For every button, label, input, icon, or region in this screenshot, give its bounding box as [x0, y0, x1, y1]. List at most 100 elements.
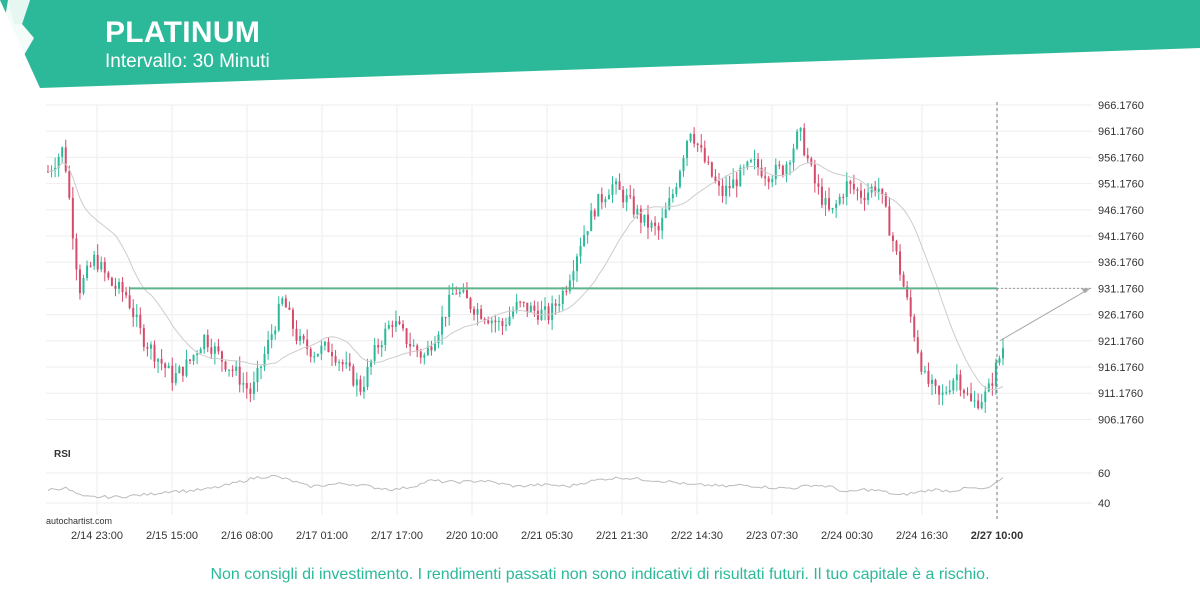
- candle-body: [632, 196, 635, 215]
- candle-body: [522, 302, 525, 304]
- candle-body: [597, 194, 600, 217]
- candle-body: [497, 321, 500, 323]
- candle-body: [998, 358, 1001, 363]
- candle-body: [561, 290, 564, 304]
- candle-body: [824, 198, 827, 205]
- candle-body: [813, 164, 816, 184]
- candle-body: [78, 269, 81, 294]
- price-tick-label: 936.1760: [1098, 257, 1144, 269]
- candle-body: [47, 171, 49, 173]
- candle-body: [118, 282, 121, 289]
- candle-body: [82, 278, 85, 294]
- candle-body: [671, 194, 674, 199]
- candle-body: [181, 366, 184, 376]
- candle-body: [600, 194, 603, 203]
- price-tick-label: 946.1760: [1098, 205, 1144, 217]
- rsi-label: RSI: [54, 449, 71, 460]
- candle-body: [405, 328, 408, 344]
- candle-body: [845, 181, 848, 197]
- candle-body: [302, 335, 305, 340]
- candle-body: [373, 344, 376, 361]
- candle-body: [657, 225, 660, 231]
- candle-body: [547, 306, 550, 320]
- time-tick-label: 2/24 00:30: [821, 530, 873, 542]
- candle-body: [803, 128, 806, 156]
- candle-body: [973, 400, 976, 402]
- candle-body: [966, 393, 969, 395]
- candle-body: [224, 361, 227, 370]
- candle-body: [412, 345, 415, 347]
- candle-body: [480, 309, 483, 319]
- candle-body: [984, 391, 987, 402]
- candle-body: [416, 345, 419, 352]
- candle-body: [228, 369, 231, 371]
- candle-body: [607, 194, 610, 200]
- chart-grid: [46, 104, 1092, 515]
- candle-body: [309, 348, 312, 357]
- candle-body: [764, 176, 767, 179]
- candle-body: [991, 383, 994, 386]
- candle-body: [831, 208, 834, 210]
- candle-body: [987, 383, 990, 392]
- candle-body: [139, 314, 142, 328]
- time-tick-label: 2/14 23:00: [71, 530, 123, 542]
- candle-body: [678, 171, 681, 188]
- candle-body: [75, 238, 78, 270]
- candle-body: [519, 301, 522, 303]
- candle-body: [508, 316, 511, 325]
- candle-body: [490, 320, 493, 324]
- candle-body: [536, 310, 539, 320]
- candle-body: [938, 385, 941, 395]
- candle-body: [618, 181, 621, 190]
- rsi-tick-label: 40: [1098, 498, 1110, 510]
- candle-body: [199, 349, 202, 354]
- candle-body: [320, 345, 323, 354]
- candle-body: [771, 179, 774, 183]
- candle-body: [955, 374, 958, 381]
- candle-body: [455, 293, 458, 295]
- candle-body: [664, 209, 667, 218]
- candle-body: [913, 316, 916, 338]
- candle-body: [572, 271, 575, 281]
- candle-body: [213, 346, 216, 354]
- candlesticks: [47, 123, 1004, 413]
- candle-body: [260, 366, 263, 369]
- candle-body: [110, 277, 113, 286]
- candle-body: [920, 352, 923, 372]
- candle-body: [362, 386, 365, 392]
- candle-body: [515, 301, 518, 312]
- candle-body: [430, 346, 433, 351]
- candle-body: [710, 162, 713, 177]
- candle-body: [402, 324, 405, 329]
- candle-body: [501, 321, 504, 327]
- candle-body: [945, 392, 948, 394]
- candle-body: [934, 379, 937, 386]
- candle-body: [462, 290, 465, 292]
- candle-body: [398, 321, 401, 325]
- candle-body: [661, 217, 664, 231]
- candle-body: [962, 390, 965, 394]
- candle-body: [256, 368, 259, 383]
- candle-body: [64, 147, 67, 172]
- candle-body: [100, 261, 103, 270]
- price-tick-label: 921.1760: [1098, 336, 1144, 348]
- candle-body: [132, 308, 135, 317]
- candle-body: [355, 379, 358, 386]
- candle-body: [121, 282, 124, 293]
- candle-body: [281, 298, 284, 304]
- candle-body: [483, 318, 486, 321]
- candle-body: [551, 303, 554, 320]
- candle-body: [923, 370, 926, 372]
- candle-body: [817, 183, 820, 187]
- candle-body: [178, 366, 181, 374]
- time-tick-label: 2/17 17:00: [371, 530, 423, 542]
- candle-body: [135, 314, 138, 317]
- candle-body: [252, 382, 255, 394]
- candle-body: [458, 291, 461, 294]
- candle-body: [941, 392, 944, 395]
- candle-body: [107, 272, 110, 278]
- page-title: PLATINUM: [105, 16, 261, 49]
- candle-body: [220, 351, 223, 362]
- candle-body: [696, 143, 699, 145]
- candle-body: [732, 179, 735, 189]
